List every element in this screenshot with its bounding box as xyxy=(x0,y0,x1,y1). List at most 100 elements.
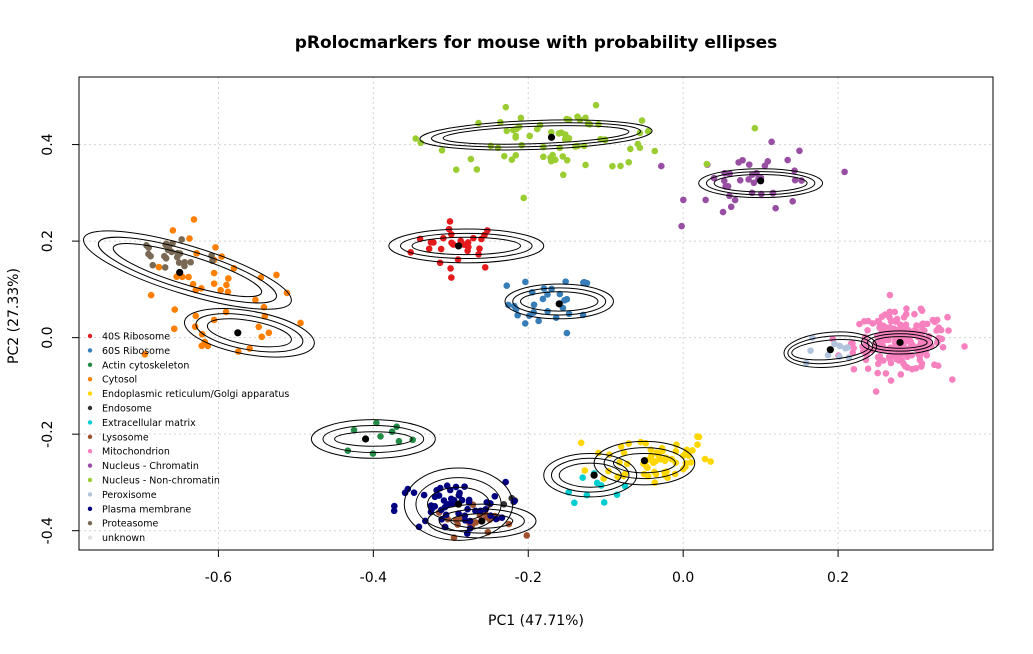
data-point xyxy=(258,333,266,341)
data-point xyxy=(544,307,551,315)
probability-ellipse xyxy=(612,452,676,474)
data-point xyxy=(902,363,909,370)
probability-ellipse xyxy=(713,173,808,193)
probability-ellipse xyxy=(195,313,304,353)
data-point xyxy=(562,278,569,285)
data-point xyxy=(169,227,177,234)
data-point xyxy=(161,264,169,271)
data-point xyxy=(931,318,939,326)
y-axis: -0.4 -0.2 0.0 0.2 0.4 xyxy=(40,133,79,544)
data-point xyxy=(210,269,218,277)
data-point xyxy=(831,340,838,348)
legend-label: Proteasome xyxy=(102,519,158,530)
data-point xyxy=(872,388,880,395)
data-point xyxy=(222,308,230,316)
legend-marker xyxy=(87,377,93,382)
data-point xyxy=(735,159,742,166)
data-point xyxy=(623,460,631,468)
probability-ellipse xyxy=(403,467,514,541)
data-point xyxy=(593,479,601,487)
data-point xyxy=(535,317,542,325)
data-point xyxy=(552,314,560,321)
data-point xyxy=(503,127,511,135)
probability-ellipse xyxy=(603,447,686,480)
data-point xyxy=(181,262,188,270)
data-point xyxy=(186,235,193,242)
centroid-marker xyxy=(234,329,242,337)
data-point xyxy=(939,343,947,351)
data-point xyxy=(583,491,591,499)
data-point xyxy=(502,103,510,111)
legend-marker xyxy=(87,477,93,483)
data-point xyxy=(750,179,758,187)
data-point xyxy=(170,325,178,333)
data-point xyxy=(475,119,482,127)
data-point xyxy=(212,244,219,251)
data-point xyxy=(864,365,872,373)
data-point xyxy=(874,317,882,325)
data-point xyxy=(401,489,409,497)
data-point xyxy=(731,196,739,204)
data-point xyxy=(547,129,555,136)
centroid-markers xyxy=(176,133,904,525)
legend-label: Mitochondrion xyxy=(102,447,170,458)
data-point xyxy=(903,305,910,312)
data-point xyxy=(874,360,882,368)
data-point xyxy=(617,162,624,170)
x-axis-label: PC1 (47.71%) xyxy=(488,613,584,629)
data-point xyxy=(436,259,444,267)
x-tick-label: -0.6 xyxy=(205,570,232,586)
data-point xyxy=(455,510,462,517)
legend-label: 40S Ribosome xyxy=(102,332,170,343)
data-point xyxy=(919,320,926,328)
data-point xyxy=(616,459,623,466)
data-point xyxy=(577,439,585,447)
probability-ellipse xyxy=(450,513,514,529)
data-point xyxy=(625,440,633,447)
data-point xyxy=(193,249,200,257)
probability-ellipse xyxy=(512,287,607,316)
data-point xyxy=(178,236,186,243)
data-point xyxy=(574,113,581,120)
data-point xyxy=(896,321,904,329)
data-point xyxy=(561,135,569,143)
data-point xyxy=(297,319,304,327)
data-point xyxy=(911,310,918,318)
centroid-marker xyxy=(590,471,598,479)
centroid-marker xyxy=(176,268,184,277)
data-point xyxy=(727,203,735,211)
data-point xyxy=(644,128,652,135)
probability-ellipses xyxy=(82,119,940,541)
data-point xyxy=(395,437,403,445)
data-point xyxy=(470,234,477,242)
x-tick-label: -0.4 xyxy=(360,570,387,586)
data-point xyxy=(283,289,291,297)
probability-ellipse xyxy=(334,431,413,447)
data-point xyxy=(565,310,573,318)
data-point xyxy=(225,275,232,282)
data-point xyxy=(350,426,358,434)
data-point xyxy=(409,436,416,444)
data-point xyxy=(902,322,909,330)
data-point xyxy=(856,320,863,328)
data-point xyxy=(502,478,509,486)
data-point xyxy=(736,177,744,184)
centroid-marker xyxy=(454,500,463,508)
data-point xyxy=(617,443,625,450)
data-point xyxy=(508,156,516,163)
data-point xyxy=(433,487,440,494)
data-point xyxy=(518,141,526,149)
legend-marker xyxy=(87,463,93,468)
data-point xyxy=(454,256,462,263)
data-point xyxy=(885,336,892,344)
data-point xyxy=(461,483,468,490)
probability-ellipse xyxy=(427,503,537,539)
data-point xyxy=(678,222,685,230)
data-point xyxy=(620,449,628,457)
probability-ellipse xyxy=(860,330,940,355)
data-point xyxy=(886,308,894,316)
data-point xyxy=(702,196,709,204)
probability-ellipse xyxy=(442,125,630,145)
data-point xyxy=(494,144,502,152)
data-point xyxy=(658,444,666,452)
